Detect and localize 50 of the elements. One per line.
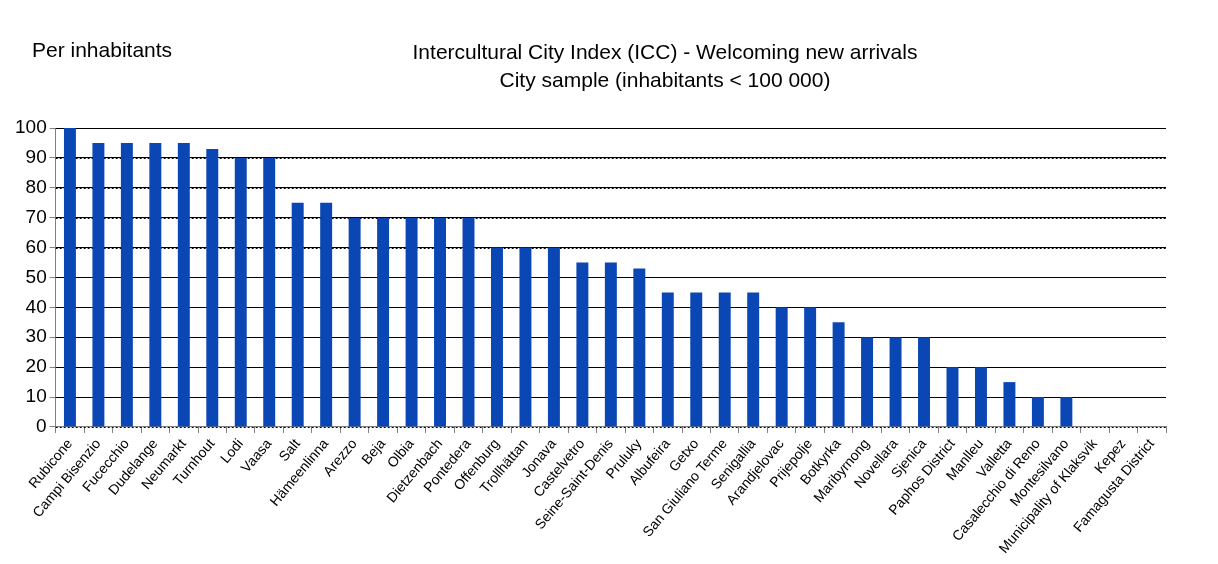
bar [206, 148, 219, 427]
bar [149, 142, 162, 427]
chart-subtitle: City sample (inhabitants < 100 000) [498, 67, 832, 93]
bar [405, 217, 418, 427]
bar [661, 292, 674, 427]
bar [320, 202, 333, 427]
bar [491, 247, 503, 427]
bar [434, 217, 447, 427]
bar [861, 337, 874, 427]
bar [633, 268, 646, 427]
bar [120, 142, 133, 427]
bar [234, 157, 247, 427]
bar [832, 322, 845, 427]
y-tick-label: 100 [15, 116, 47, 138]
bar [974, 367, 987, 427]
bar [604, 262, 617, 427]
y-tick-label: 40 [25, 295, 47, 317]
bar [1031, 397, 1044, 427]
y-tick-label: 70 [25, 205, 47, 227]
bar [918, 337, 930, 427]
bar [63, 128, 76, 427]
bar [889, 337, 902, 427]
y-tick-label: 50 [25, 265, 47, 287]
bar [1003, 382, 1016, 427]
bar [946, 367, 959, 427]
y-tick-label: 30 [25, 325, 47, 347]
bar [377, 217, 390, 427]
y-tick-label: 60 [25, 235, 47, 257]
bar [462, 217, 475, 427]
y-tick-label: 80 [25, 176, 47, 198]
bar [576, 262, 589, 427]
bar [177, 142, 190, 427]
y-tick-label: 10 [25, 385, 47, 407]
bar [718, 292, 731, 427]
bar [1060, 397, 1073, 427]
y-tick-label: 0 [36, 415, 47, 437]
bar [291, 202, 304, 427]
bar [747, 292, 760, 427]
bar [690, 292, 703, 427]
y-tick-label: 90 [25, 146, 47, 168]
bar [547, 247, 560, 427]
bar [348, 217, 361, 427]
bar [775, 307, 788, 427]
text: Per inhabitants [32, 38, 173, 62]
chart-title: Intercultural City Index (ICC) - Welcoming new arrivals [411, 39, 919, 65]
bar [92, 142, 105, 427]
bar [519, 247, 532, 427]
bar [804, 307, 817, 427]
bar [263, 157, 276, 427]
y-tick-label: 20 [25, 355, 47, 377]
